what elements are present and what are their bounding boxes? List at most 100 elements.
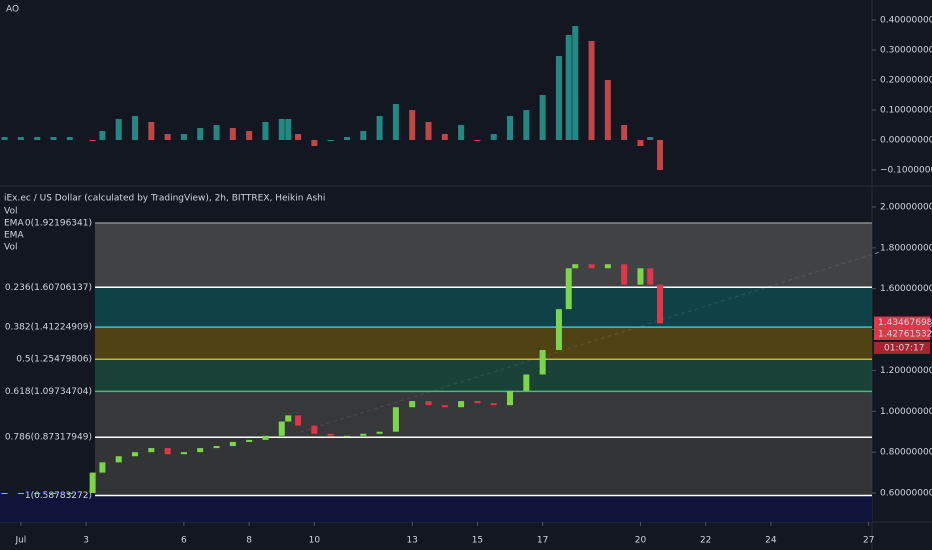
candle [539,350,546,375]
ao-bar [229,128,236,141]
candle [409,401,416,408]
ao-tick-label: 0.40000000 [880,16,932,26]
fib-label: 1(0.58783272) [25,491,92,501]
fib-label: 0.5(1.25479806) [16,355,92,365]
candle [246,439,253,442]
fib-label: 0.236(1.60706137) [5,283,92,293]
candle [180,452,187,455]
candle [392,407,399,432]
ao-bar [148,122,155,141]
ao-bar [66,137,73,141]
candle [285,415,292,422]
candle [604,264,611,269]
ao-tick-label: 0.10000000 [880,106,932,116]
fib-band [95,287,872,328]
candle [278,421,285,436]
x-tick-label: 10 [309,536,321,546]
countdown-bg [874,341,930,354]
ao-bar [295,134,302,141]
ao-bar [1,137,8,141]
candle [99,462,106,473]
ao-bar [246,131,253,141]
x-tick-label: 15 [472,536,483,546]
candle [311,425,318,434]
x-tick-label: 24 [765,536,777,546]
ao-bar [588,41,595,141]
ao-bar [441,134,448,141]
ao-tick-label: −0.10000000 [880,166,932,176]
x-tick-label: 20 [635,536,647,546]
ao-bar [572,26,579,141]
ao-bar [327,140,334,142]
candle [657,284,664,324]
ao-bar [539,95,546,141]
ao-bar [458,125,465,141]
price-tick-label: 2.00000000 [880,203,932,213]
legend-entry: EMA [4,219,24,229]
legend-entry: EMA [4,231,24,241]
ao-bar [621,125,628,141]
candle [89,472,96,494]
ao-bar [285,119,292,141]
candle [425,401,432,406]
candle [327,433,334,436]
candle [637,268,644,285]
fib-label: 0.618(1.09734704) [5,387,92,397]
price-tick-label: 1.00000000 [880,407,932,417]
ao-bar [657,140,664,171]
price-tag: 1.43467698 [878,318,932,328]
candle [295,415,302,426]
candle [572,264,579,269]
ao-bar [213,125,220,141]
x-tick-label: 8 [246,536,252,546]
price-tick-label: 1.60000000 [880,284,932,294]
ao-bar [50,137,57,141]
candle [588,264,595,269]
candle [474,401,481,404]
ao-bar [565,35,572,141]
candle [34,493,41,495]
candle [262,435,269,440]
price-tick-label: 0.60000000 [880,489,932,499]
candle [229,441,236,447]
x-tick-label: 22 [700,536,711,546]
candle [360,433,367,436]
ao-bar [490,134,497,141]
ao-bar [523,110,530,141]
candle [647,268,654,285]
ao-bar [132,116,139,141]
countdown: 01:07:17 [884,343,924,353]
candle [507,390,514,406]
legend-entry: Vol [4,243,17,253]
candle [523,374,530,391]
x-tick-label: 3 [83,536,89,546]
candle [343,435,350,437]
candle [50,493,57,495]
candle [376,431,383,434]
x-tick-label: Jul [14,536,26,546]
ao-bar [425,122,432,141]
ao-title: AO [6,5,19,15]
candle [555,309,562,351]
ao-bar [637,140,644,147]
candle [621,264,628,285]
ao-bar [647,137,654,141]
price-tick-label: 1.20000000 [880,366,932,376]
ao-bar [197,128,204,141]
fib-label: 0(1.92196341) [25,218,92,228]
x-tick-label: 13 [406,536,417,546]
ao-bar [343,137,350,141]
ao-tick-label: 0.00000000 [880,136,932,146]
ao-tick-label: 0.30000000 [880,46,932,56]
candle [17,493,24,495]
ao-bar [99,131,106,141]
candle [164,448,171,455]
fib-band [95,437,872,496]
ao-bar [360,131,367,141]
candle [1,493,8,495]
ao-bar [311,140,318,147]
candle [115,456,122,463]
ao-bar [555,56,562,141]
ao-bar [34,137,41,141]
